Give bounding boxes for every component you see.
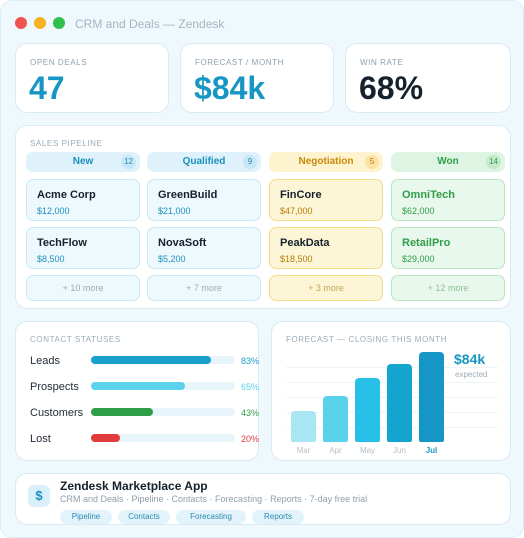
status-label: Prospects [30, 381, 79, 393]
marketplace-card[interactable]: $ Zendesk Marketplace App CRM and Deals … [15, 473, 511, 525]
kpi-open-deals: OPEN DEALS 47 [15, 43, 169, 113]
deal-value: $47,000 [280, 206, 313, 216]
deal-value: $12,000 [37, 206, 70, 216]
kpi-label: OPEN DEALS [30, 58, 88, 67]
status-bar-track [91, 356, 235, 364]
deal-value: $18,500 [280, 254, 313, 264]
app-subtitle: CRM and Deals · Pipeline · Contacts · Fo… [60, 494, 368, 504]
deal-value: $62,000 [402, 206, 435, 216]
close-window-button[interactable] [15, 17, 27, 29]
deal-card[interactable]: RetailPro $29,000 [391, 227, 505, 269]
maximize-window-button[interactable] [53, 17, 65, 29]
status-bar-track [91, 382, 235, 390]
column-header-negotiation[interactable]: Negotiation 5 [269, 152, 383, 172]
dollar-icon: $ [28, 485, 50, 507]
sales-pipeline-panel: SALES PIPELINE New 12 Acme Corp $12,000 … [15, 125, 511, 309]
forecast-month-label: Apr [329, 446, 342, 455]
deal-card[interactable]: Acme Corp $12,000 [26, 179, 140, 221]
deal-card[interactable]: GreenBuild $21,000 [147, 179, 261, 221]
deal-card[interactable]: PeakData $18,500 [269, 227, 383, 269]
status-bar-fill [91, 356, 211, 364]
status-percent: 65% [241, 382, 260, 392]
forecast-total: $84k [454, 351, 486, 367]
forecast-month-label: Jul [425, 446, 438, 455]
deal-card[interactable]: FinCore $47,000 [269, 179, 383, 221]
column-count-badge: 14 [486, 155, 501, 169]
status-bar-fill [91, 382, 185, 390]
column-name: New [72, 156, 94, 167]
deal-name: RetailPro [402, 237, 451, 249]
column-name: Negotiation [298, 156, 354, 167]
deal-card[interactable]: OmniTech $62,000 [391, 179, 505, 221]
status-label: Leads [30, 355, 60, 367]
status-percent: 43% [241, 408, 260, 418]
kpi-win-rate: WIN RATE 68% [345, 43, 511, 113]
forecast-bar[interactable] [419, 352, 444, 442]
deal-name: GreenBuild [158, 189, 218, 201]
app-title: Zendesk Marketplace App [60, 479, 208, 493]
show-more-button[interactable]: + 12 more [391, 275, 505, 301]
deal-card[interactable]: NovaSoft $5,200 [147, 227, 261, 269]
show-more-button[interactable]: + 3 more [269, 275, 383, 301]
status-bar-fill [91, 408, 153, 416]
deal-value: $5,200 [158, 254, 186, 264]
status-bar-fill [91, 434, 120, 442]
column-count-badge: 12 [121, 155, 136, 169]
forecast-bar[interactable] [323, 396, 348, 442]
kpi-forecast-month: FORECAST / MONTH $84k [180, 43, 334, 113]
deal-value: $8,500 [37, 254, 65, 264]
status-percent: 20% [241, 434, 260, 444]
forecast-month-label: Jun [393, 446, 406, 455]
deal-name: Acme Corp [37, 189, 96, 201]
forecast-panel: FORECAST — CLOSING THIS MONTH Mar Apr May J… [271, 321, 511, 461]
status-label: Customers [30, 407, 84, 419]
tag-reports[interactable]: Reports [252, 510, 304, 524]
column-header-qualified[interactable]: Qualified 9 [147, 152, 261, 172]
forecast-bar[interactable] [355, 378, 380, 442]
contact-statuses-panel: CONTACT STATUSES Leads 83% Prospects 65%… [15, 321, 259, 461]
minimize-window-button[interactable] [34, 17, 46, 29]
deal-value: $29,000 [402, 254, 435, 264]
forecast-month-label: Mar [296, 446, 311, 455]
deal-name: NovaSoft [158, 237, 207, 249]
deal-name: OmniTech [402, 189, 455, 201]
deal-value: $21,000 [158, 206, 191, 216]
forecast-bar[interactable] [387, 364, 412, 442]
status-bar-track [91, 408, 235, 416]
tag-pipeline[interactable]: Pipeline [60, 510, 112, 524]
column-name: Qualified [182, 156, 226, 167]
deal-name: TechFlow [37, 237, 87, 249]
kpi-label: FORECAST / MONTH [195, 58, 285, 67]
title-bar: CRM and Deals — Zendesk [1, 1, 523, 39]
show-more-button[interactable]: + 10 more [26, 275, 140, 301]
forecast-bar[interactable] [291, 411, 316, 442]
status-bar-track [91, 434, 235, 442]
column-count-badge: 5 [365, 155, 379, 169]
tag-forecasting[interactable]: Forecasting [176, 510, 246, 524]
kpi-value: 47 [29, 70, 65, 106]
section-title: CONTACT STATUSES [30, 335, 121, 344]
deal-card[interactable]: TechFlow $8,500 [26, 227, 140, 269]
tag-contacts[interactable]: Contacts [118, 510, 170, 524]
kpi-value: 68% [359, 70, 424, 106]
forecast-sub: expected [455, 370, 488, 379]
column-header-won[interactable]: Won 14 [391, 152, 505, 172]
section-title: SALES PIPELINE [30, 139, 103, 148]
kpi-label: WIN RATE [360, 58, 404, 67]
window-title: CRM and Deals — Zendesk [75, 17, 225, 31]
column-header-new[interactable]: New 12 [26, 152, 140, 172]
column-name: Won [437, 156, 459, 167]
column-count-badge: 9 [243, 155, 257, 169]
forecast-month-label: May [359, 446, 376, 455]
status-percent: 83% [241, 356, 260, 366]
deal-name: PeakData [280, 237, 330, 249]
kpi-value: $84k [194, 70, 266, 106]
section-title: FORECAST — CLOSING THIS MONTH [286, 335, 448, 344]
status-label: Lost [30, 433, 51, 445]
show-more-button[interactable]: + 7 more [147, 275, 261, 301]
deal-name: FinCore [280, 189, 322, 201]
